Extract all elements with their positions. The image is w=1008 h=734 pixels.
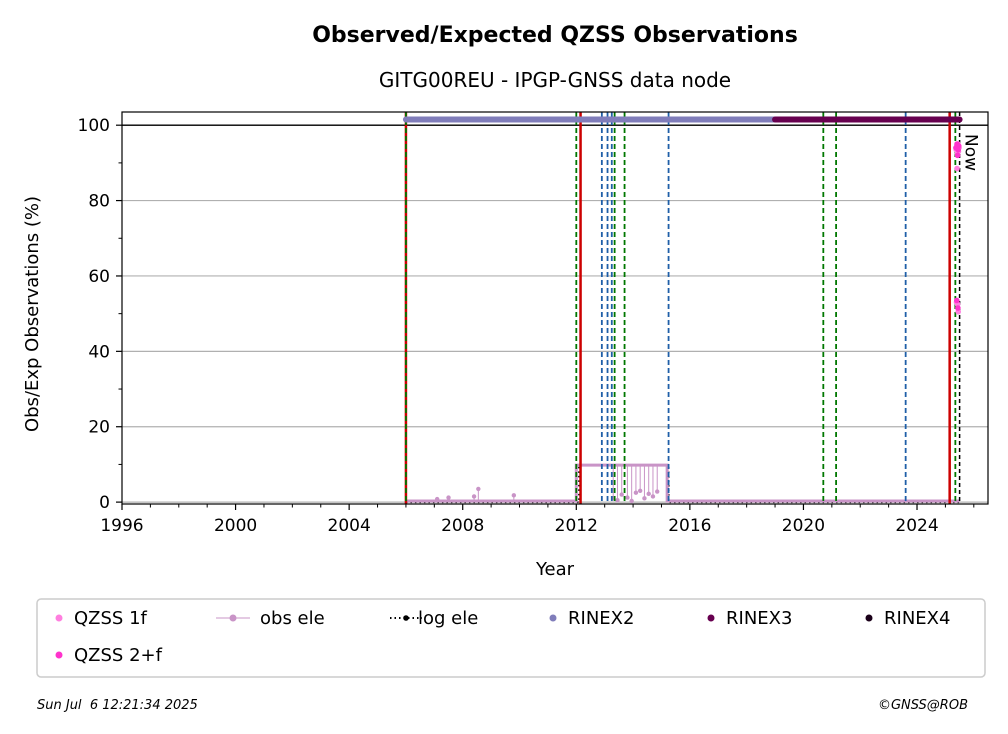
x-tick-label: 2012 [555, 516, 598, 536]
qzss-1f-point [954, 165, 960, 172]
legend-rinex2-label: RINEX2 [568, 608, 634, 629]
obs-ele-point [629, 498, 634, 504]
now-label: Now [961, 134, 981, 171]
x-tick-label: 2024 [895, 516, 938, 536]
obs-ele-point [619, 492, 624, 497]
obs-ele-point [642, 496, 647, 501]
obs-ele-line [405, 463, 960, 503]
obs-ele-point [476, 486, 481, 492]
obs-ele-point [446, 495, 451, 500]
footer-timestamp: Sun Jul 6 12:21:34 2025 [37, 698, 198, 713]
y-axis: 0 20 40 60 80 100 [78, 116, 122, 513]
legend-rinex2-marker [549, 614, 557, 622]
y-tick-label: 100 [78, 116, 110, 136]
qzss-2f-point [954, 152, 961, 159]
legend-log_ele-label: log ele [418, 608, 478, 629]
legend-qzss_1f-label: QZSS 1f [74, 608, 148, 629]
x-axis: 1996 2000 2004 2008 2012 2016 2020 2024 [100, 504, 975, 536]
footer-credit: ©GNSS@ROB [878, 698, 968, 713]
x-tick-label: 1996 [100, 516, 143, 536]
obs-ele-point [615, 498, 620, 503]
obs-ele-point [434, 496, 440, 502]
legend-obs-ele-marker [229, 614, 237, 622]
log-ele-line [405, 464, 960, 504]
legend-rinex4-marker [865, 614, 873, 622]
chart-subtitle: GITG00REU - IPGP-GNSS data node [379, 68, 731, 92]
legend-qzss_2f-marker [55, 651, 63, 659]
plot-frame [121, 111, 989, 505]
legend-log-ele-marker [403, 615, 409, 621]
obs-ele-point [655, 489, 660, 494]
y-tick-label: 80 [88, 192, 110, 212]
plot-area [122, 112, 988, 504]
x-tick-label: 2016 [668, 516, 711, 536]
x-tick-label: 2000 [214, 516, 257, 536]
obs-ele-point [625, 495, 630, 500]
legend-qzss_1f-marker [55, 614, 63, 622]
obs-ele-point [511, 493, 517, 498]
legend-rinex4-label: RINEX4 [884, 608, 950, 629]
qzss-2f-point [953, 297, 960, 304]
obs-ele-point [650, 494, 656, 499]
x-tick-label: 2020 [782, 516, 825, 536]
qzss-2f-point [955, 305, 961, 311]
x-tick-label: 2004 [328, 516, 371, 536]
x-axis-label: Year [535, 559, 575, 580]
legend-rinex3-label: RINEX3 [726, 608, 792, 629]
legend-obs_ele-label: obs ele [260, 608, 325, 629]
qzss-2f-point [955, 143, 962, 149]
x-tick-label: 2008 [441, 516, 484, 536]
y-tick-label: 40 [88, 342, 110, 362]
obs-ele-point [633, 490, 639, 495]
y-tick-label: 0 [99, 493, 110, 513]
legend-qzss_2f-label: QZSS 2+f [74, 645, 163, 666]
legend-rinex3-marker [707, 614, 715, 622]
y-axis-label: Obs/Exp Observations (%) [22, 196, 43, 432]
y-tick-label: 60 [88, 267, 110, 287]
obs-ele-point [471, 494, 477, 499]
obs-ele-point [637, 488, 643, 494]
legend-frame [36, 598, 986, 678]
obs-ele-point [646, 491, 651, 497]
chart-title: Observed/Expected QZSS Observations [312, 23, 798, 48]
legend: QZSS 1f obs ele log ele RINEX2 RINEX3 RINEX4 Q… [36, 598, 986, 678]
plot-gridlines [122, 124, 988, 503]
y-tick-label: 20 [88, 418, 110, 438]
